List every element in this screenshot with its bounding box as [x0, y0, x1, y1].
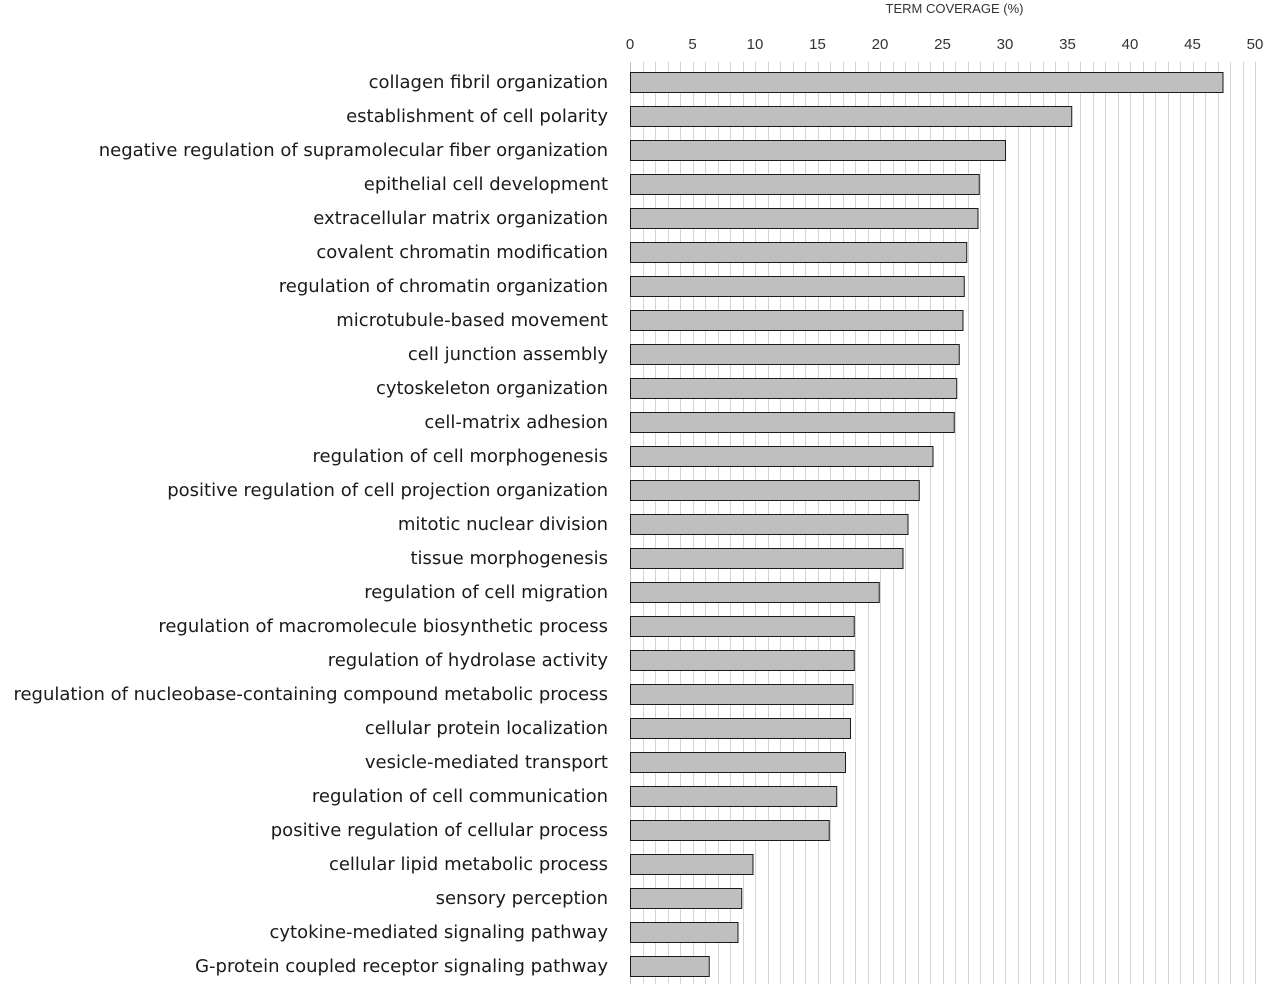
- x-tick-label: 25: [934, 36, 951, 53]
- bar: [630, 480, 920, 501]
- category-label: cell junction assembly: [408, 344, 608, 365]
- bar: [630, 786, 838, 807]
- bar: [630, 684, 854, 705]
- x-tick-label: 30: [997, 36, 1014, 53]
- category-label: establishment of cell polarity: [346, 106, 608, 127]
- bar: [630, 888, 743, 909]
- category-label: positive regulation of cell projection o…: [167, 480, 608, 501]
- bar: [630, 174, 980, 195]
- bar: [630, 820, 830, 841]
- bar: [630, 208, 979, 229]
- category-label: regulation of nucleobase-containing comp…: [13, 684, 608, 705]
- bar: [630, 106, 1073, 127]
- x-tick-label: 45: [1184, 36, 1201, 53]
- bar: [630, 616, 855, 637]
- x-tick-label: 50: [1247, 36, 1264, 53]
- category-label: cellular lipid metabolic process: [329, 854, 608, 875]
- category-label: regulation of hydrolase activity: [328, 650, 609, 671]
- bar: [630, 752, 846, 773]
- bar: [630, 922, 739, 943]
- category-label: positive regulation of cellular process: [271, 820, 608, 841]
- category-label: regulation of chromatin organization: [279, 276, 608, 297]
- category-label: cytoskeleton organization: [376, 378, 608, 399]
- category-label: extracellular matrix organization: [313, 208, 608, 229]
- x-axis-title: TERM COVERAGE (%): [886, 1, 1024, 16]
- bar: [630, 378, 958, 399]
- category-label: vesicle-mediated transport: [365, 752, 608, 773]
- bar: [630, 242, 968, 263]
- x-tick-label: 0: [626, 36, 634, 53]
- x-tick-label: 40: [1122, 36, 1139, 53]
- category-label: tissue morphogenesis: [410, 548, 608, 569]
- category-label: sensory perception: [436, 888, 608, 909]
- category-label: microtubule-based movement: [336, 310, 608, 331]
- category-labels: collagen fibril organization establishmen…: [13, 72, 608, 977]
- bar: [630, 582, 880, 603]
- category-label: regulation of cell migration: [364, 582, 608, 603]
- category-label: G-protein coupled receptor signaling pat…: [195, 956, 608, 977]
- category-label: regulation of cell morphogenesis: [313, 446, 608, 467]
- category-label: cytokine-mediated signaling pathway: [270, 922, 609, 943]
- x-tick-label: 15: [809, 36, 826, 53]
- category-label: cellular protein localization: [365, 718, 608, 739]
- bar: [630, 140, 1006, 161]
- bar: [630, 718, 851, 739]
- category-label: regulation of macromolecule biosynthetic…: [158, 616, 608, 637]
- category-label: cell-matrix adhesion: [424, 412, 608, 433]
- bar: [630, 854, 754, 875]
- x-axis-ticks: 0 5 10 15 20 25 30 35 40 45 50: [626, 36, 1264, 53]
- bar: [630, 412, 955, 433]
- bar: [630, 650, 855, 671]
- category-label: collagen fibril organization: [369, 72, 608, 93]
- bar: [630, 72, 1224, 93]
- bar: [630, 310, 964, 331]
- category-label: negative regulation of supramolecular fi…: [99, 140, 608, 161]
- category-label: covalent chromatin modification: [316, 242, 608, 263]
- bar: [630, 276, 965, 297]
- category-label: regulation of cell communication: [312, 786, 608, 807]
- category-label: mitotic nuclear division: [398, 514, 608, 535]
- bar: [630, 548, 904, 569]
- category-label: epithelial cell development: [364, 174, 608, 195]
- bar: [630, 344, 960, 365]
- bar: [630, 514, 909, 535]
- x-tick-label: 35: [1059, 36, 1076, 53]
- bars: [630, 72, 1224, 977]
- x-tick-label: 10: [747, 36, 764, 53]
- bar: [630, 956, 710, 977]
- x-tick-label: 5: [688, 36, 696, 53]
- x-tick-label: 20: [872, 36, 889, 53]
- bar: [630, 446, 934, 467]
